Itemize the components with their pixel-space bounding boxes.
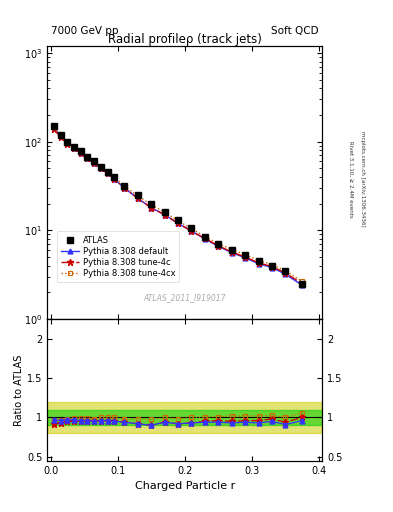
Text: 7000 GeV pp: 7000 GeV pp — [51, 26, 119, 36]
Text: Soft QCD: Soft QCD — [271, 26, 318, 36]
Text: mcplots.cern.ch [arXiv:1306.3436]: mcplots.cern.ch [arXiv:1306.3436] — [360, 132, 365, 227]
X-axis label: Charged Particle r: Charged Particle r — [134, 481, 235, 491]
Bar — [47, 402, 322, 433]
Text: Rivet 3.1.10, ≥ 2.4M events: Rivet 3.1.10, ≥ 2.4M events — [348, 141, 353, 218]
Text: ATLAS_2011_I919017: ATLAS_2011_I919017 — [143, 293, 226, 303]
Title: Radial profileρ (track jets): Radial profileρ (track jets) — [108, 33, 262, 46]
Bar — [47, 410, 322, 425]
Y-axis label: Ratio to ATLAS: Ratio to ATLAS — [14, 354, 24, 425]
Legend: ATLAS, Pythia 8.308 default, Pythia 8.308 tune-4c, Pythia 8.308 tune-4cx: ATLAS, Pythia 8.308 default, Pythia 8.30… — [57, 231, 180, 282]
